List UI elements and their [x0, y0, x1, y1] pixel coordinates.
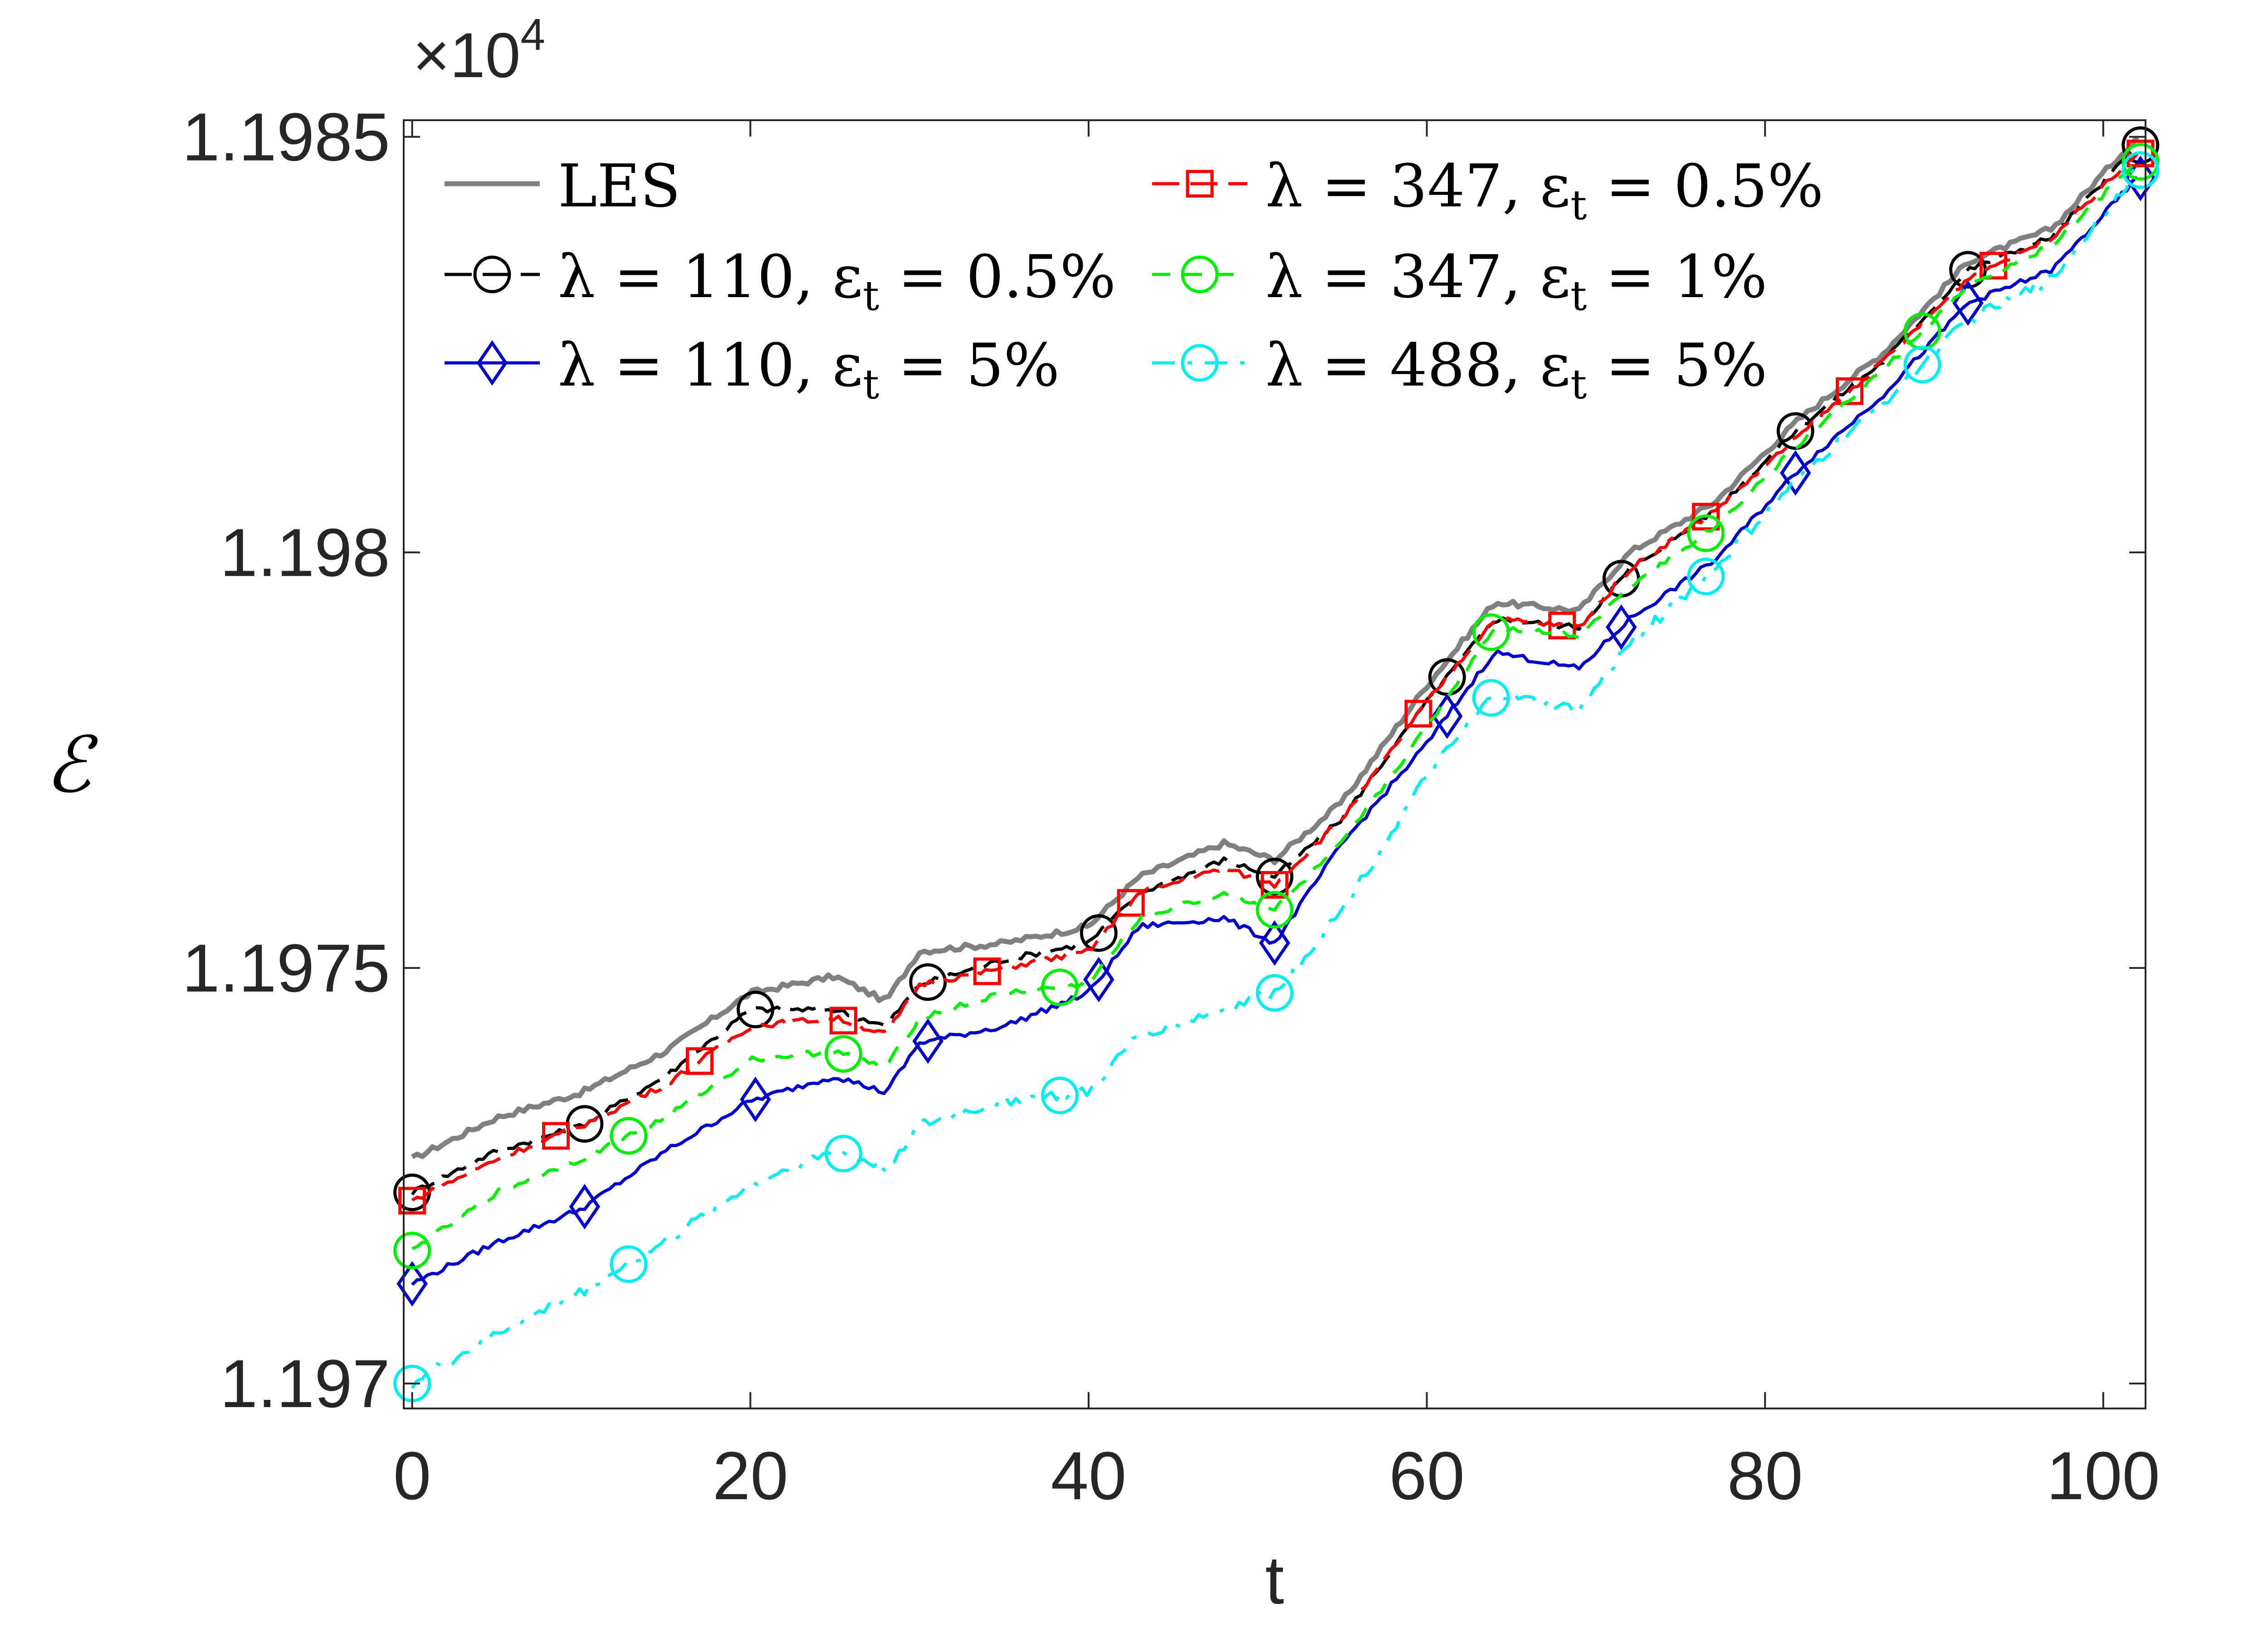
x-axis-label: t: [1265, 1542, 1284, 1618]
legend-marker-1: [473, 255, 511, 293]
ticks-layer: 0 20 40 60 80 100 1.197 1.1975 1.198 1.1985: [182, 99, 2160, 1514]
legend-label-0: LES: [558, 152, 680, 220]
series-marker-2: [1606, 604, 1637, 650]
legend-marker-3: [1186, 170, 1214, 198]
legend-marker-4: [1181, 255, 1219, 293]
plot-frame: [403, 119, 2146, 1409]
plot-area: [404, 120, 2146, 1408]
series-marker-1: [909, 963, 947, 1001]
series-marker-3: [685, 1047, 714, 1075]
series-marker-4: [1256, 891, 1294, 929]
series-marker-4: [1041, 968, 1079, 1007]
series-marker-3: [1548, 611, 1576, 640]
series-marker-5: [824, 1134, 862, 1173]
legend-label-2: λ = 110, εt = 5%: [558, 331, 1060, 408]
series-marker-4: [393, 1232, 431, 1270]
series-marker-5: [1687, 557, 1725, 596]
series-marker-2: [1259, 920, 1290, 966]
series-marker-1: [2121, 126, 2160, 164]
y-tick-label: 1.1985: [182, 99, 390, 175]
x-tick-label: 40: [1051, 1437, 1126, 1514]
series-marker-5: [610, 1245, 648, 1283]
x-tick-label: 100: [2047, 1437, 2160, 1514]
series-layer: [393, 126, 2160, 1403]
legend-label-4: λ = 347, εt = 1%: [1266, 242, 1767, 320]
legend-label-3: λ = 347, εt = 0.5%: [1266, 152, 1823, 229]
series-marker-3: [1261, 871, 1289, 899]
series-marker-4: [1687, 514, 1725, 552]
x-tick-label: 80: [1727, 1437, 1803, 1514]
series-marker-3: [1836, 377, 1864, 405]
x-tick-label: 20: [713, 1437, 788, 1514]
series-marker-4: [1472, 613, 1510, 651]
series-marker-4: [610, 1117, 648, 1155]
series-marker-2: [1780, 450, 1811, 496]
legend-label-1: λ = 110, εt = 0.5%: [558, 242, 1116, 320]
series-marker-3: [829, 1007, 857, 1035]
series-marker-4: [2121, 143, 2160, 181]
series-marker-2: [1083, 957, 1114, 1002]
series-marker-1: [1776, 412, 1814, 450]
legend-marker-2: [476, 340, 508, 386]
series-marker-3: [2126, 139, 2155, 167]
series-marker-1: [736, 991, 774, 1029]
y-exponent-label: ×104: [413, 10, 545, 91]
series-marker-3: [1117, 889, 1145, 917]
legend: LES λ = 110, εt = 0.5% λ = 110, εt = 5% λ =…: [445, 152, 1823, 408]
legend-marker-5: [1181, 344, 1219, 382]
y-exponent-base: ×10: [413, 20, 520, 91]
series-marker-5: [1472, 679, 1510, 717]
series-marker-3: [1404, 699, 1432, 728]
series-line-5: [411, 166, 2138, 1389]
legend-label-5: λ = 488, εt = 5%: [1266, 331, 1767, 408]
series-marker-4: [824, 1035, 862, 1073]
series-marker-3: [1692, 503, 1720, 531]
series-marker-2: [569, 1183, 601, 1230]
x-tick-label: 60: [1389, 1437, 1465, 1514]
series-marker-3: [398, 1187, 426, 1215]
series-marker-3: [542, 1122, 570, 1150]
series-marker-3: [1979, 252, 2007, 280]
series-marker-5: [1903, 346, 1941, 384]
series-line-2: [411, 176, 2138, 1286]
series-marker-5: [2121, 151, 2160, 189]
series-marker-3: [973, 957, 1001, 985]
series-marker-2: [740, 1076, 771, 1122]
series-marker-5: [1041, 1076, 1079, 1115]
series-marker-1: [1080, 914, 1118, 952]
series-line-4: [411, 162, 2138, 1250]
y-tick-label: 1.1975: [182, 930, 390, 1006]
y-exponent-power: 4: [520, 10, 545, 59]
x-tick-label: 0: [393, 1437, 431, 1514]
series-marker-5: [1256, 974, 1294, 1012]
series-marker-2: [912, 1018, 943, 1064]
y-tick-label: 1.198: [220, 514, 390, 591]
series-line-0: [411, 136, 2139, 1159]
y-axis-label: ℰ: [45, 720, 98, 810]
y-tick-label: 1.197: [220, 1345, 390, 1422]
series-line-3: [411, 153, 2139, 1202]
